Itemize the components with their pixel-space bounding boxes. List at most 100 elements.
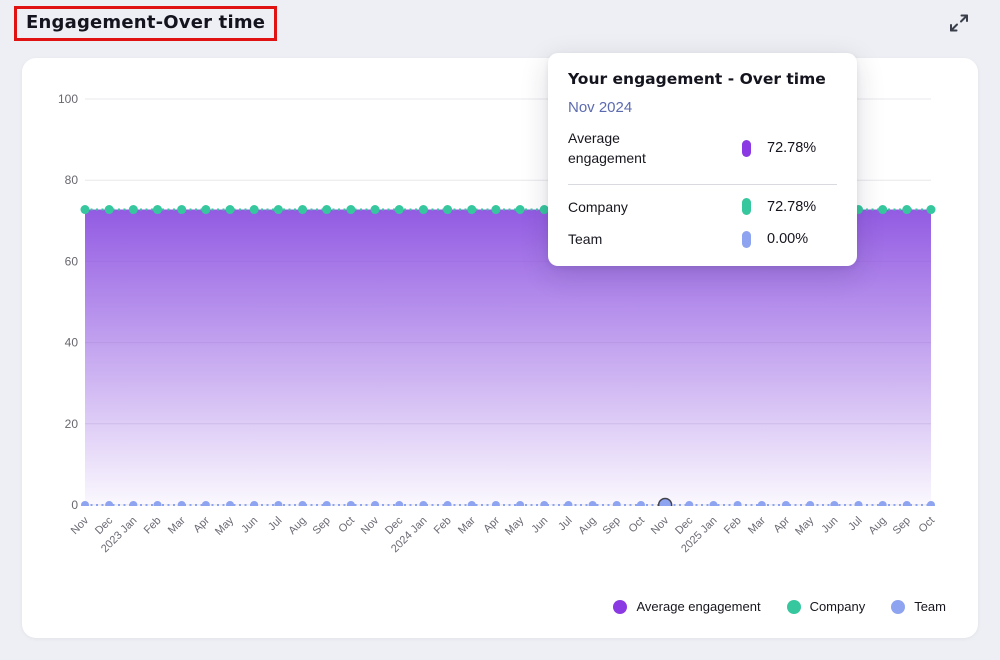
data-point[interactable]: [781, 501, 790, 509]
x-axis-label: Apr: [191, 514, 212, 535]
data-point[interactable]: [177, 205, 187, 215]
data-point[interactable]: [249, 205, 259, 215]
tooltip-row-value: 72.78%: [767, 140, 817, 157]
y-axis-label: 80: [65, 173, 79, 187]
data-point[interactable]: [80, 205, 90, 215]
data-point[interactable]: [757, 501, 766, 509]
data-point[interactable]: [201, 205, 211, 215]
data-point[interactable]: [177, 501, 186, 509]
data-point[interactable]: [322, 501, 331, 509]
data-point[interactable]: [419, 501, 428, 509]
data-point[interactable]: [491, 501, 500, 509]
data-point[interactable]: [418, 205, 428, 215]
average-engagement-area: [85, 209, 931, 506]
data-point[interactable]: [491, 205, 501, 215]
data-point[interactable]: [128, 205, 138, 215]
data-point[interactable]: [830, 501, 839, 509]
data-point[interactable]: [733, 501, 742, 509]
data-point[interactable]: [636, 501, 645, 509]
data-point[interactable]: [878, 501, 887, 509]
data-point[interactable]: [129, 501, 138, 509]
hovered-data-point[interactable]: [657, 497, 673, 512]
y-axis-label: 100: [58, 92, 78, 106]
y-axis-label: 0: [71, 498, 78, 512]
x-axis-label: May: [503, 514, 527, 538]
data-point[interactable]: [539, 205, 549, 215]
x-axis-label: Jul: [556, 515, 574, 533]
data-point[interactable]: [927, 501, 935, 509]
data-point[interactable]: [273, 205, 283, 215]
data-point[interactable]: [81, 501, 89, 509]
y-axis-label: 60: [65, 254, 79, 268]
x-axis-label: Jul: [266, 515, 284, 533]
data-point[interactable]: [515, 205, 525, 215]
x-axis-label: Jun: [529, 515, 550, 536]
data-point[interactable]: [588, 501, 597, 509]
tooltip-row-label: Average engagement: [568, 130, 646, 167]
x-axis-label: Feb: [142, 515, 164, 537]
data-point[interactable]: [467, 501, 476, 509]
data-point[interactable]: [564, 501, 573, 509]
data-point[interactable]: [346, 501, 355, 509]
tooltip-row-company: Company 72.78%: [568, 197, 837, 217]
data-point[interactable]: [250, 501, 259, 509]
data-point[interactable]: [105, 501, 114, 509]
y-axis-label: 20: [65, 417, 79, 431]
data-point[interactable]: [153, 501, 162, 509]
x-axis-label: May: [213, 514, 237, 538]
legend-label: Company: [809, 599, 866, 614]
tooltip-title: Your engagement - Over time: [568, 70, 826, 88]
x-axis-label: Mar: [166, 514, 188, 536]
tooltip-divider: [568, 183, 837, 185]
data-point[interactable]: [226, 501, 235, 509]
x-axis-label: Aug: [576, 515, 598, 537]
legend-item-average-engagement[interactable]: Average engagement: [613, 599, 761, 614]
data-point[interactable]: [443, 501, 452, 509]
series-color-pill: [742, 198, 751, 216]
data-point[interactable]: [346, 205, 356, 215]
x-axis-label: Sep: [311, 515, 333, 537]
data-point[interactable]: [854, 501, 863, 509]
data-point[interactable]: [394, 205, 404, 215]
chart-legend: Average engagement Company Team: [613, 599, 946, 614]
data-point[interactable]: [878, 205, 888, 215]
data-point[interactable]: [709, 501, 718, 509]
data-point[interactable]: [153, 205, 163, 215]
expand-arrows-icon: [950, 14, 968, 32]
data-point[interactable]: [467, 205, 477, 215]
data-point[interactable]: [516, 501, 525, 509]
data-point[interactable]: [371, 501, 380, 509]
x-axis-label: Jun: [819, 515, 840, 536]
page-title-text: Engagement-Over time: [26, 12, 266, 33]
data-point[interactable]: [902, 205, 912, 215]
x-axis-label: Sep: [601, 515, 623, 537]
legend-label: Team: [914, 599, 946, 614]
expand-button[interactable]: [946, 10, 972, 36]
data-point[interactable]: [926, 205, 936, 215]
legend-item-team[interactable]: Team: [891, 599, 946, 614]
x-axis-label: Apr: [771, 514, 792, 535]
data-point[interactable]: [104, 205, 114, 215]
x-axis-label: Feb: [432, 515, 454, 537]
data-point[interactable]: [685, 501, 694, 509]
tooltip-row-value: 72.78%: [767, 198, 817, 215]
tooltip-rows: Average engagement 72.78% Company 72.78% Tea…: [568, 128, 837, 249]
data-point[interactable]: [395, 501, 404, 509]
x-axis-label: Oct: [626, 515, 647, 536]
data-point[interactable]: [225, 205, 235, 215]
data-point[interactable]: [443, 205, 453, 215]
data-point[interactable]: [370, 205, 380, 215]
data-point[interactable]: [322, 205, 332, 215]
data-point[interactable]: [612, 501, 621, 509]
chart-tooltip: Your engagement - Over time Nov 2024 Ave…: [548, 53, 857, 266]
data-point[interactable]: [298, 501, 307, 509]
legend-dot-icon: [786, 599, 801, 614]
data-point[interactable]: [540, 501, 549, 509]
data-point[interactable]: [201, 501, 210, 509]
data-point[interactable]: [274, 501, 283, 509]
legend-item-company[interactable]: Company: [786, 599, 866, 614]
data-point[interactable]: [902, 501, 911, 509]
data-point[interactable]: [298, 205, 308, 215]
data-point[interactable]: [806, 501, 815, 509]
